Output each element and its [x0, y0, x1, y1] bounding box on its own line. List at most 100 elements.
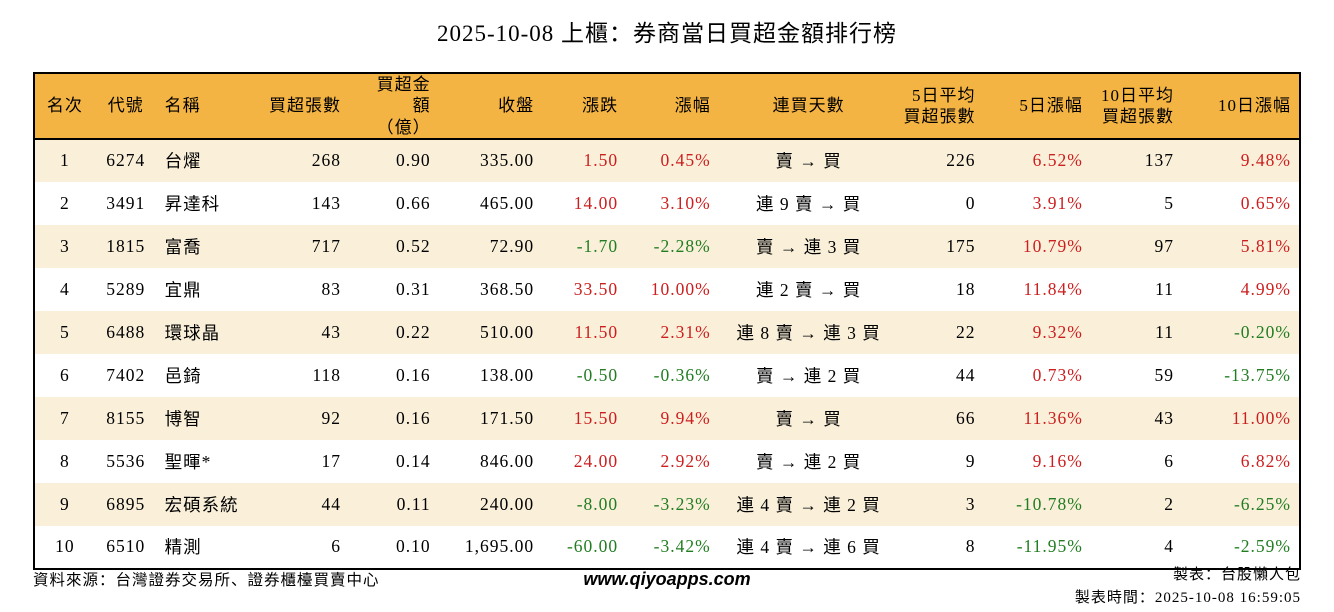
cell-avg5_lots: 22	[955, 321, 976, 342]
cell-net_buy_lots: 17	[321, 450, 342, 471]
cell-avg10_lots: 59	[1154, 364, 1175, 385]
cell-net_buy_lots: 92	[321, 407, 342, 428]
cell-net_buy_amount: 0.10	[395, 536, 431, 557]
cell-change: 15.50	[573, 407, 619, 428]
footer: 資料來源：台灣證券交易所、證券櫃檯買賣中心 www.qiyoapps.com 製…	[33, 564, 1301, 612]
cell-rank: 1	[59, 150, 70, 171]
cell-net_buy_amount: 0.52	[395, 235, 431, 256]
cell-code: 5536	[106, 450, 146, 471]
cell-avg5_lots: 226	[946, 150, 976, 171]
cell-close: 846.00	[480, 450, 535, 471]
cell-name: 邑錡	[164, 365, 202, 386]
column-header-name: 名稱	[156, 73, 266, 140]
cell-pct5: 9.16%	[1032, 450, 1083, 471]
cell-code: 6895	[106, 493, 146, 514]
cell-avg5_lots: 3	[965, 493, 976, 514]
cell-net_buy_lots: 83	[321, 278, 342, 299]
cell-net_buy_lots: 717	[311, 235, 342, 256]
cell-change: 11.50	[574, 321, 619, 342]
cell-pct5: -11.95%	[1016, 536, 1083, 557]
cell-rank: 7	[59, 407, 70, 428]
table-row: 4 5289 宜鼎 83 0.31 368.50 33.50 10.00% 連 2 賣 → 買 1…	[34, 267, 1300, 311]
cell-close: 171.50	[480, 407, 535, 428]
cell-change: 33.50	[573, 278, 619, 299]
cell-rank: 5	[59, 321, 70, 342]
column-header-rank: 名次	[34, 73, 95, 140]
cell-pct10: -2.59%	[1233, 536, 1291, 557]
table-row: 2 3491 昇達科 143 0.66 465.00 14.00 3.10% 連 9 賣 → 買…	[34, 181, 1300, 225]
cell-pct10: -0.20%	[1233, 321, 1291, 342]
cell-net_buy_amount: 0.14	[395, 450, 431, 471]
ranking-table: 名次 代號 名稱 買超張數 買超金額 （億） 收盤 漲跌 漲幅 連買天數 5日平均 買超張數 5日漲…	[33, 72, 1301, 570]
cell-pct5: 11.84%	[1023, 278, 1083, 299]
cell-code: 6274	[106, 150, 146, 171]
cell-close: 465.00	[480, 192, 535, 213]
cell-change_pct: -2.28%	[653, 235, 711, 256]
cell-pct10: -13.75%	[1224, 364, 1291, 385]
cell-avg5_lots: 0	[965, 192, 976, 213]
cell-change: 1.50	[583, 150, 619, 171]
table-row: 8 5536 聖暉* 17 0.14 846.00 24.00 2.92% 賣 → 連 2 買 9…	[34, 439, 1300, 483]
cell-code: 3491	[106, 192, 146, 213]
cell-streak: 連 8 賣 → 連 3 買	[736, 322, 881, 343]
cell-name: 環球晶	[164, 322, 221, 343]
column-header-change_pct: 漲幅	[632, 73, 721, 140]
cell-avg10_lots: 97	[1154, 235, 1175, 256]
cell-pct10: 4.99%	[1240, 278, 1291, 299]
cell-change_pct: 3.10%	[660, 192, 711, 213]
cell-net_buy_amount: 0.16	[395, 364, 431, 385]
table-row: 6 7402 邑錡 118 0.16 138.00 -0.50 -0.36% 賣 → 連 2 買…	[34, 353, 1300, 397]
cell-close: 240.00	[480, 493, 535, 514]
cell-pct10: 11.00%	[1231, 407, 1291, 428]
cell-name: 宏碩系統	[164, 494, 239, 515]
column-header-net_buy_amount: 買超金額 （億）	[359, 73, 453, 140]
website-text: www.qiyoapps.com	[583, 569, 751, 589]
table-row: 10 6510 精測 6 0.10 1,695.00 -60.00 -3.42% 連 4 賣 →…	[34, 525, 1300, 569]
cell-name: 聖暉*	[164, 451, 212, 472]
table-row: 7 8155 博智 92 0.16 171.50 15.50 9.94% 賣 → 買 66 11.3…	[34, 396, 1300, 440]
table-header-row: 名次 代號 名稱 買超張數 買超金額 （億） 收盤 漲跌 漲幅 連買天數 5日平均 買超張數 5日漲…	[34, 73, 1300, 140]
table-row: 1 6274 台燿 268 0.90 335.00 1.50 0.45% 賣 → 買 226 6.5…	[34, 138, 1300, 182]
table-row: 5 6488 環球晶 43 0.22 510.00 11.50 2.31% 連 8 賣 → 連 …	[34, 310, 1300, 354]
cell-avg10_lots: 137	[1144, 150, 1175, 171]
cell-net_buy_amount: 0.11	[396, 493, 431, 514]
column-header-net_buy_lots: 買超張數	[265, 73, 360, 140]
cell-pct5: 10.79%	[1022, 235, 1083, 256]
cell-streak: 賣 → 連 3 買	[755, 236, 862, 257]
cell-change_pct: -3.42%	[653, 536, 711, 557]
cell-change_pct: 2.31%	[660, 321, 711, 342]
cell-avg10_lots: 11	[1155, 321, 1175, 342]
cell-change: -0.50	[576, 364, 619, 385]
cell-pct10: 9.48%	[1240, 150, 1291, 171]
cell-avg10_lots: 2	[1164, 493, 1175, 514]
cell-net_buy_amount: 0.16	[395, 407, 431, 428]
cell-avg5_lots: 66	[955, 407, 976, 428]
cell-net_buy_amount: 0.66	[395, 192, 431, 213]
cell-rank: 10	[55, 536, 75, 557]
cell-code: 1815	[106, 235, 146, 256]
column-header-streak: 連買天數	[720, 73, 897, 140]
cell-net_buy_lots: 44	[321, 493, 342, 514]
cell-pct10: 6.82%	[1240, 450, 1291, 471]
cell-change: 24.00	[573, 450, 619, 471]
cell-change: 14.00	[573, 192, 619, 213]
column-header-avg5_lots: 5日平均 買超張數	[896, 73, 1002, 140]
table-row: 9 6895 宏碩系統 44 0.11 240.00 -8.00 -3.23% 連 4 賣 → …	[34, 482, 1300, 526]
cell-avg5_lots: 18	[955, 278, 976, 299]
author-text: 製表：台股懶人包	[1172, 567, 1301, 583]
cell-name: 精測	[164, 537, 202, 558]
cell-code: 7402	[106, 364, 146, 385]
cell-change_pct: 9.94%	[660, 407, 711, 428]
cell-avg10_lots: 11	[1155, 278, 1175, 299]
column-header-pct5: 5日漲幅	[1001, 73, 1099, 140]
cell-avg5_lots: 8	[965, 536, 976, 557]
cell-name: 博智	[164, 408, 202, 429]
cell-change_pct: 0.45%	[660, 150, 711, 171]
column-header-close: 收盤	[452, 73, 547, 140]
column-header-code: 代號	[94, 73, 157, 140]
cell-pct5: 3.91%	[1032, 192, 1083, 213]
data-source-text: 資料來源：台灣證券交易所、證券櫃檯買賣中心	[33, 572, 380, 589]
cell-net_buy_lots: 43	[321, 321, 342, 342]
cell-net_buy_amount: 0.31	[395, 278, 431, 299]
